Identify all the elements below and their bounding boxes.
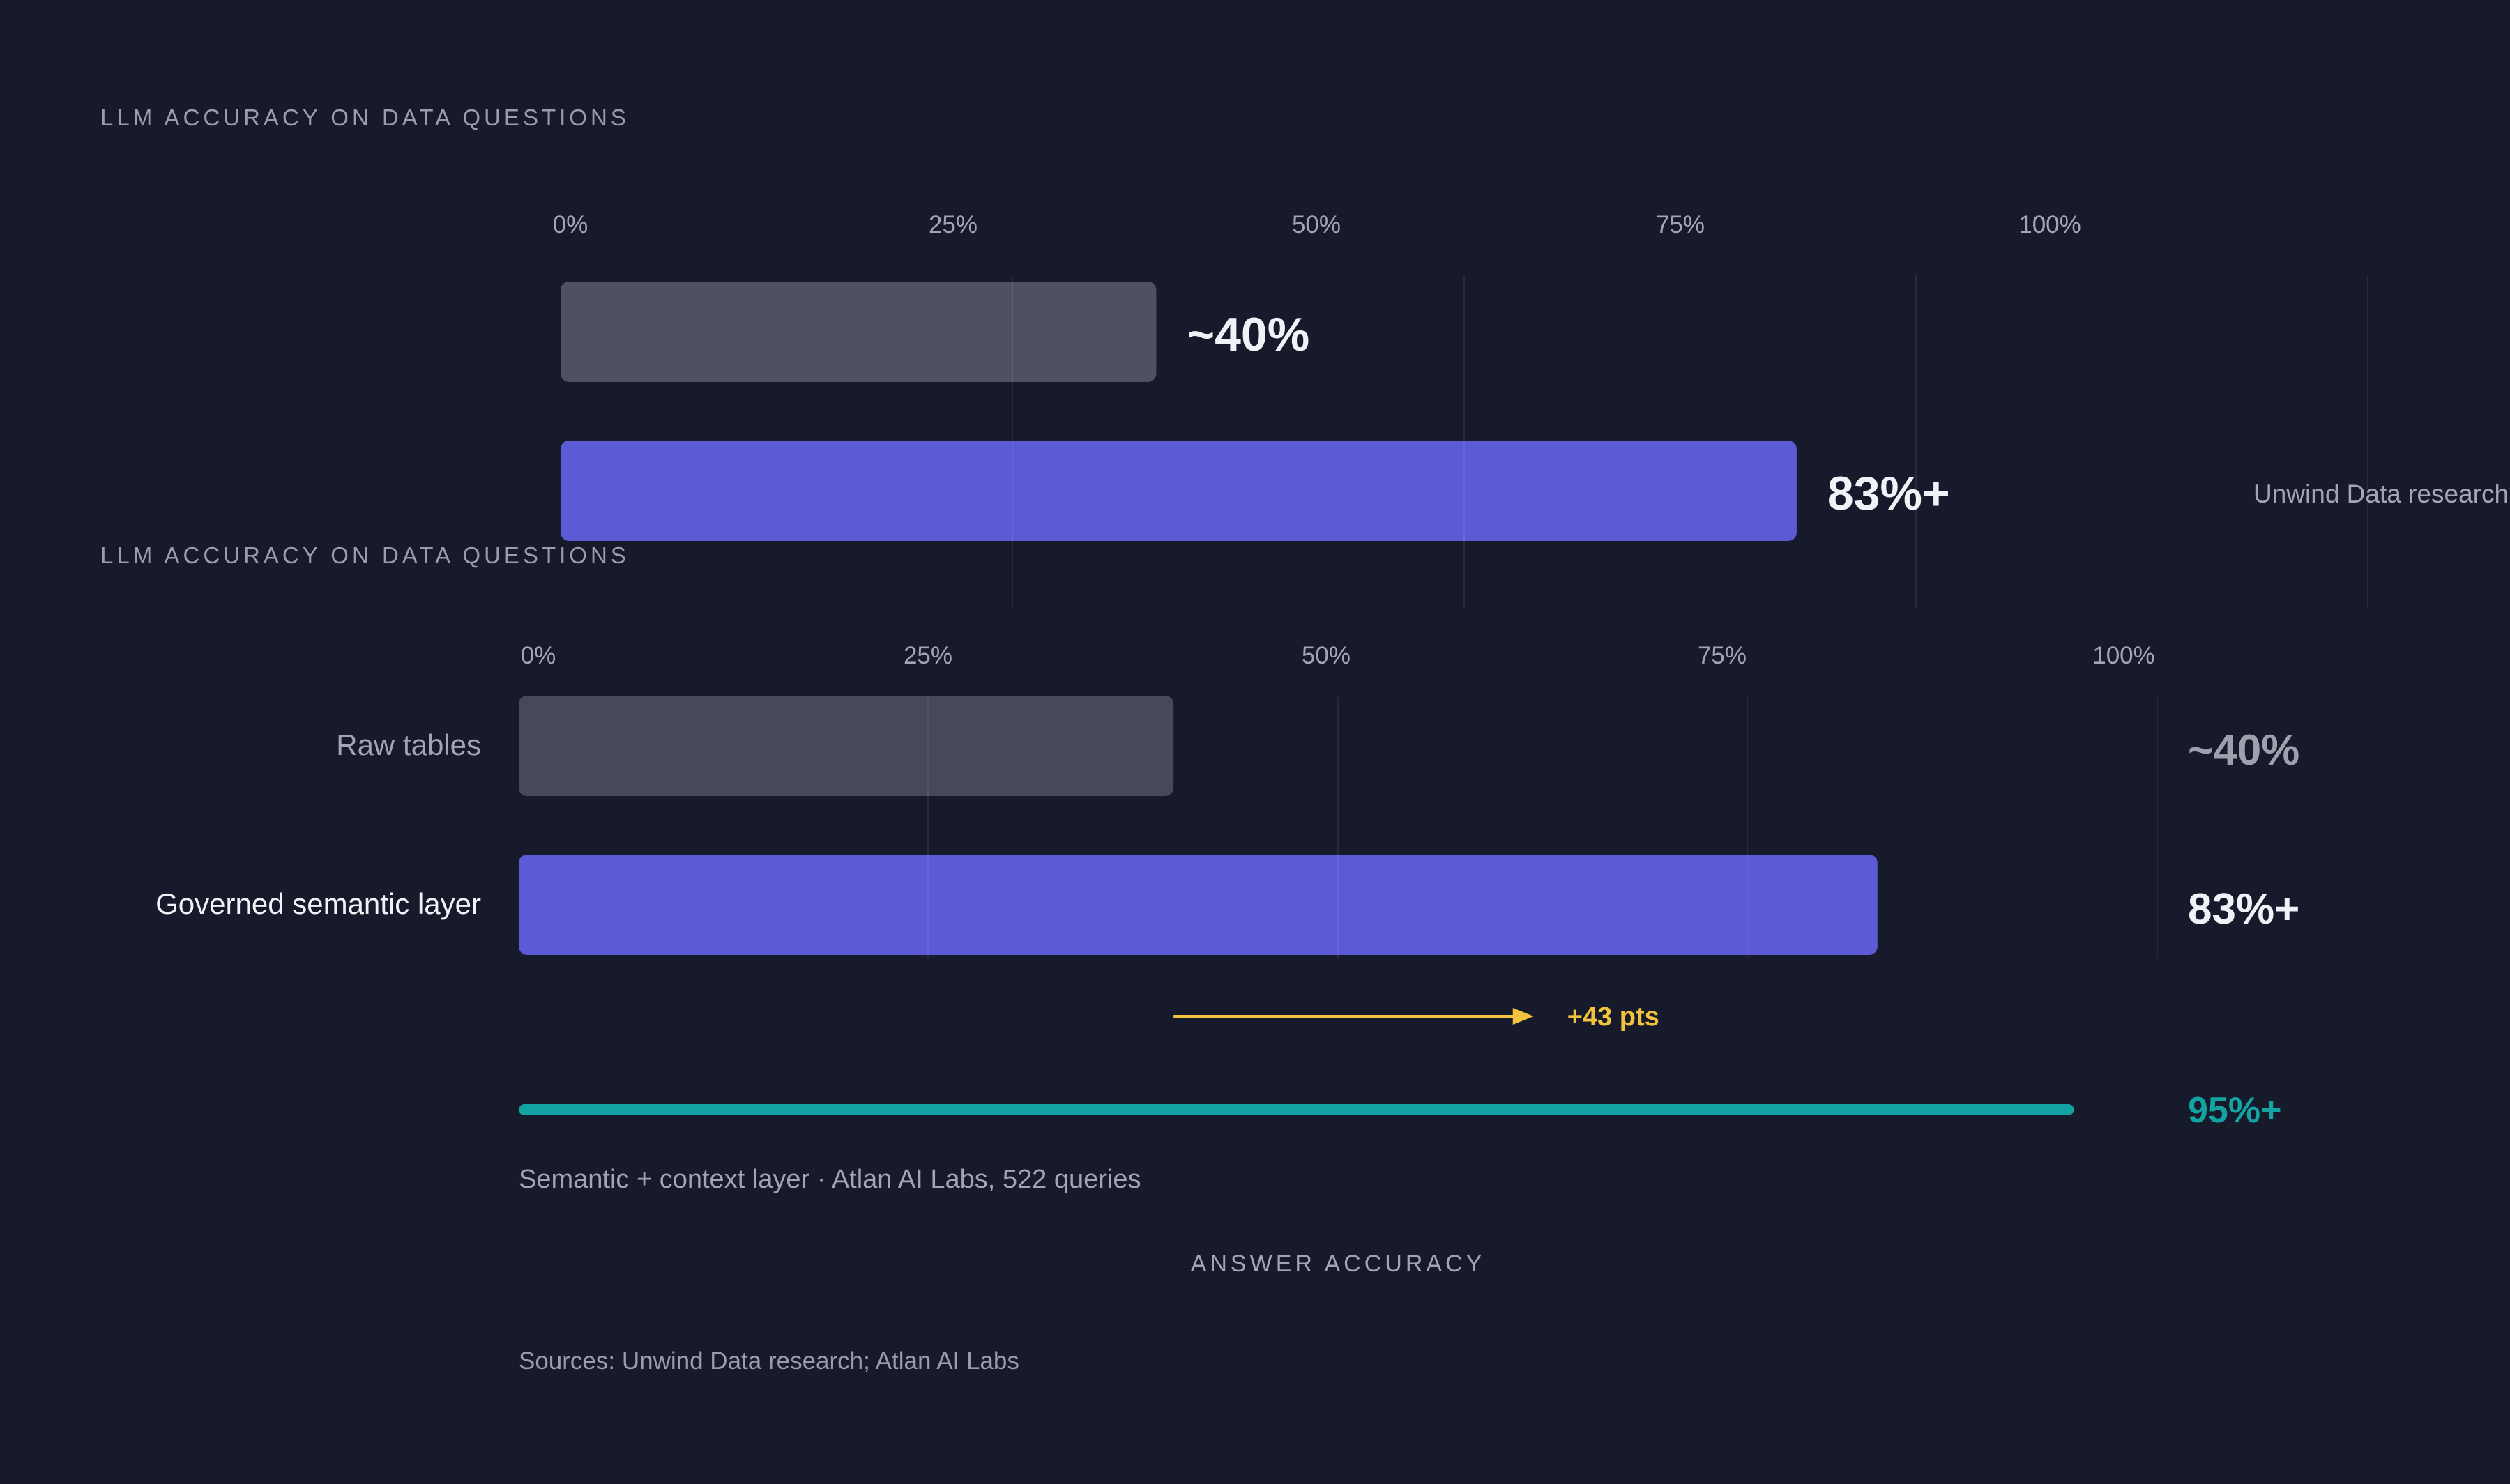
chart1-bar-note: Unwind Data research	[2253, 480, 2509, 508]
chart1-title: LLM ACCURACY ON DATA QUESTIONS	[100, 105, 630, 130]
chart1-bar-value-label: 83%+	[1827, 467, 1950, 520]
chart1-tick-label: 25%	[929, 211, 978, 238]
chart1-bar	[561, 282, 1157, 382]
chart2-source: Sources: Unwind Data research; Atlan AI …	[519, 1347, 1019, 1375]
chart2-bar-value-label: ~40%	[2188, 726, 2299, 774]
chart2-extra-line-caption: Semantic + context layer · Atlan AI Labs…	[519, 1165, 1141, 1194]
chart1-tick-label: 100%	[2018, 211, 2081, 238]
chart2-category-label: Raw tables	[336, 728, 481, 761]
chart2-tick-label: 50%	[1302, 642, 1351, 669]
chart1-tick-label: 50%	[1292, 211, 1341, 238]
chart2-tick-label: 100%	[2092, 642, 2155, 669]
chart1-tick-label: 0%	[553, 211, 588, 238]
chart1-bar-value-label: ~40%	[1187, 308, 1309, 361]
chart2-extra-line-label: 95%+	[2188, 1090, 2281, 1131]
chart2-delta-label: +43 pts	[1567, 1002, 1659, 1032]
chart2-tick-label: 0%	[521, 642, 556, 669]
chart2-delta-arrow-head	[1512, 1008, 1534, 1025]
chart2-bar-value-label: 83%+	[2188, 885, 2299, 933]
chart2-x-axis-label: ANSWER ACCURACY	[1191, 1250, 1486, 1277]
chart1-bar	[561, 441, 1797, 541]
chart2-title: LLM ACCURACY ON DATA QUESTIONS	[100, 542, 630, 568]
chart1-tick-label: 75%	[1656, 211, 1705, 238]
chart2-category-label: Governed semantic layer	[155, 887, 481, 920]
chart2-bar	[519, 855, 1878, 955]
chart2-tick-label: 25%	[904, 642, 952, 669]
chart2-tick-label: 75%	[1698, 642, 1747, 669]
chart2-bar	[519, 696, 1174, 796]
